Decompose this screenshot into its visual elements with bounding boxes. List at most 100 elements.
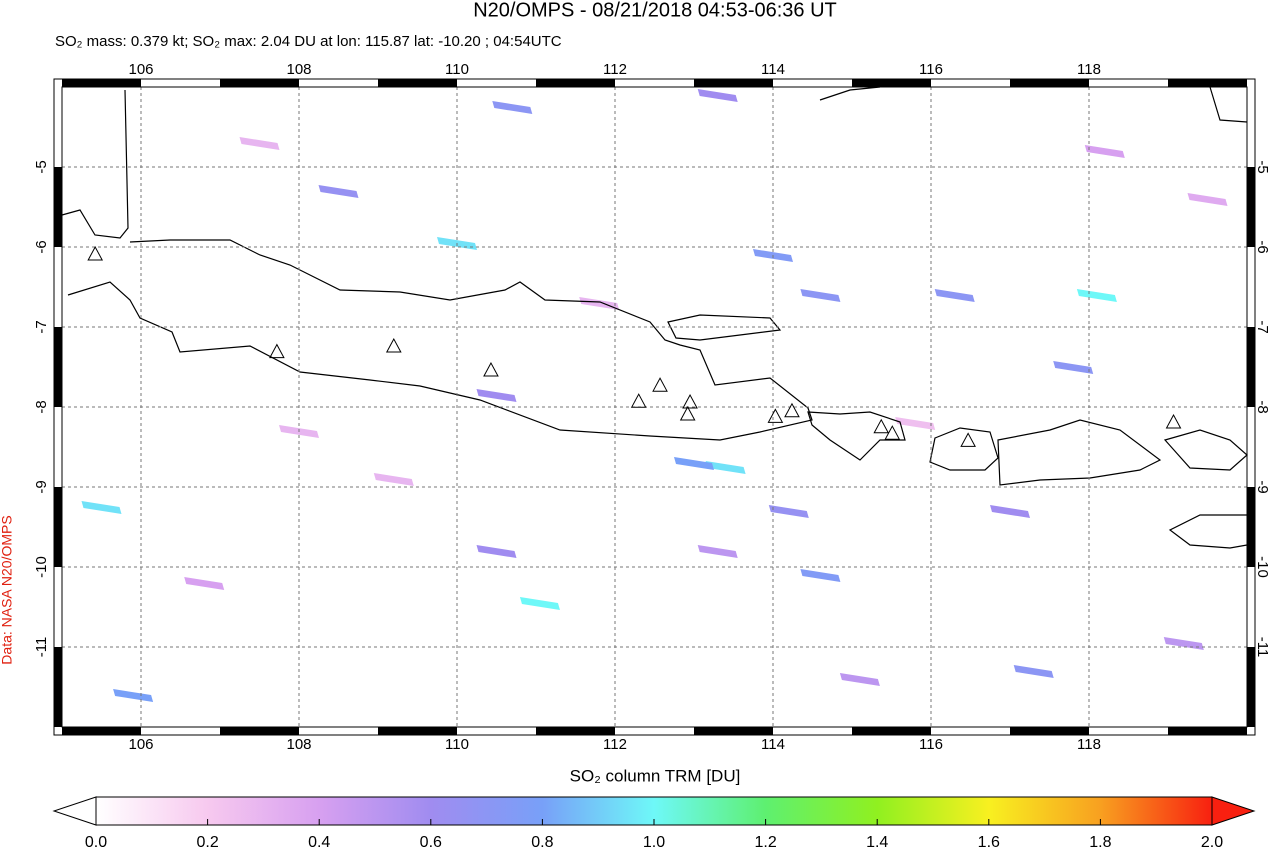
chart-title: N20/OMPS - 08/21/2018 04:53-06:36 UT [473,0,837,21]
coastline [667,314,782,341]
y-tick-label: -9 [1254,480,1271,493]
frame-band [1247,647,1255,727]
so2-pixel [895,417,936,430]
frame-band [1247,327,1255,407]
y-tick-label: -11 [1254,637,1271,658]
x-tick-label: 112 [603,736,627,753]
so2-pixel [373,473,414,486]
x-tick-label: 116 [919,61,943,78]
y-tick-label: -9 [33,480,50,493]
volcano [269,343,285,359]
colorbar-under [52,796,97,826]
x-tick-label: 108 [286,736,311,753]
so2-pixel [1053,361,1094,374]
coastline [997,419,1162,486]
colorbar-tick-label: 1.2 [754,834,776,851]
frame-band [1010,79,1089,87]
so2-pixel [239,137,280,150]
x-tick-label: 112 [603,61,627,78]
y-tick-label: -7 [1254,320,1271,333]
so2-pixel [519,597,560,610]
coastline [1168,514,1248,549]
colorbar-tick-label: 0.4 [308,834,330,851]
colorbar-tick-label: 0.6 [420,834,442,851]
colorbar-tick-label: 1.4 [866,834,888,851]
x-tick-label: 108 [286,61,311,78]
frame-band [220,79,299,87]
so2-pixel [81,501,122,514]
frame-band [1247,487,1255,567]
colorbar-tick-label: 1.6 [978,834,1000,851]
so2-pixel [800,569,841,582]
so2-pixel [1013,665,1054,678]
frame-band [62,79,141,87]
y-tick-label: -6 [1254,240,1271,253]
so2-pixel [492,101,533,114]
volcano [483,361,499,377]
frame-band [1010,727,1089,735]
frame-layer: 106 106 108 108 110 110 112 112 114 114 116 116 118 1… [33,61,1271,753]
x-tick-label: 118 [1077,61,1101,78]
coastline [819,86,1248,123]
frame-band [378,727,457,735]
so2-pixel [579,297,620,310]
y-tick-label: -5 [1254,160,1271,173]
so2-pixel [697,545,738,558]
so2-pixel [318,185,359,198]
so2-pixel [113,689,154,702]
volcano [87,245,104,261]
so2-pixel [674,457,714,470]
y-tick-label: -10 [33,556,50,578]
so2-pixel [768,505,809,518]
volcano [652,377,668,392]
volcano [1165,413,1182,429]
volcano [784,402,800,418]
volcano [385,337,402,353]
so2-pixel [476,389,517,402]
volcano [682,393,698,409]
colorbar-tick-label: 0.2 [196,834,218,851]
volcano [630,393,647,408]
colorbar-tick-label: 0.0 [85,834,107,851]
frame-band [852,727,931,735]
y-tick-label: -6 [33,240,50,253]
x-tick-label: 110 [445,61,469,78]
colorbar-tick-label: 0.8 [531,834,553,851]
y-tick-label: -8 [33,400,50,413]
frame-band [694,727,773,735]
frame [53,78,1256,736]
so2-pixel [934,289,975,302]
frame-band [54,327,62,407]
volcano [679,405,696,421]
volcano [767,408,784,423]
colorbar-over [1211,796,1256,826]
x-tick-label: 118 [1077,736,1101,753]
frame [61,86,1248,728]
frame-band [694,79,773,87]
frame-band [1247,167,1255,247]
x-tick-label: 116 [919,736,943,753]
coastlines [61,86,1248,549]
so2-pixel [839,673,880,686]
side-label: Data: NASA N20/OMPS [0,515,15,664]
pixel-layer [81,89,1228,702]
y-tick-label: -8 [1254,400,1271,413]
so2-pixel [1163,637,1204,650]
y-tick-label: -5 [33,160,50,173]
x-tick-label: 114 [761,61,785,78]
so2-pixel [990,505,1030,518]
chart-subtitle: SO₂ mass: 0.379 kt; SO₂ max: 2.04 DU at … [55,33,562,50]
volcano [884,425,901,440]
frame-band [852,79,931,87]
volcano [960,432,976,447]
frame-band [378,79,457,87]
x-tick-label: 114 [761,736,785,753]
so2-pixel [705,461,746,474]
coastline [807,411,906,461]
so2-pixel [1084,145,1125,158]
coastline [61,89,813,441]
frame-band [54,167,62,247]
so2-pixel [800,289,841,302]
x-tick-label: 106 [128,61,153,78]
